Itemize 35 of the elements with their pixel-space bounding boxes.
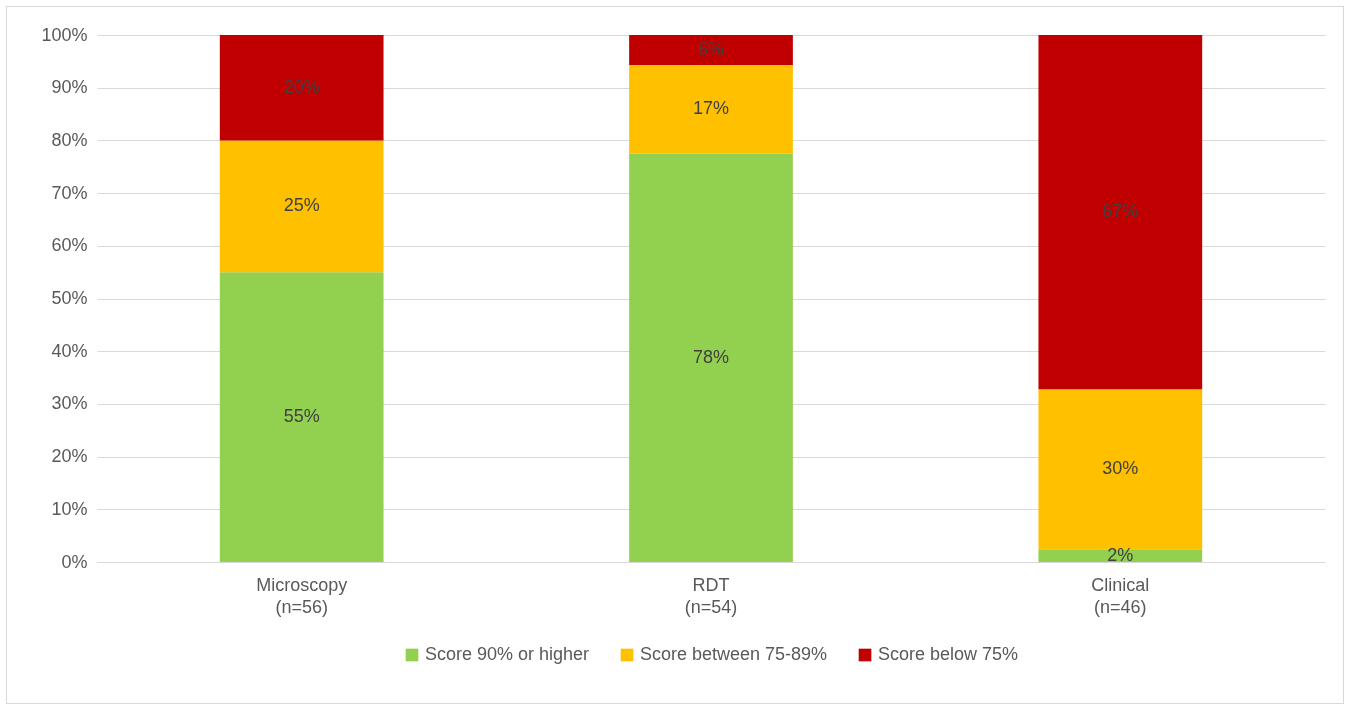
bar [1038,389,1203,550]
x-tick-label: Clinical (n=46) [1091,574,1150,617]
y-tick-label: 40% [51,340,88,361]
bar [629,65,793,154]
data-label: 78% [692,346,730,367]
bar [629,35,793,66]
data-label: 6% [697,39,725,60]
y-tick-label: 50% [51,288,88,308]
bar [219,272,384,562]
data-label: 2% [1107,544,1134,565]
y-tick-label: 20% [51,446,88,467]
legend-label: Score below 75% [878,644,1019,664]
x-tick-label: RDT (n=54) [684,574,738,617]
data-label: 55% [283,406,320,427]
data-label: 25% [283,195,320,216]
bar [219,35,384,141]
data-label: 17% [692,98,730,119]
y-tick-label: 0% [61,551,88,572]
data-label: 67% [1102,201,1139,222]
data-label: 20% [283,76,320,97]
y-tick-label: 80% [51,129,88,150]
y-tick-label: 10% [51,498,88,519]
bar [629,153,793,562]
x-tick-label: Microscopy (n=56) [256,574,348,617]
data-label: 30% [1102,458,1139,479]
legend-label: Score 90% or higher [425,644,590,664]
bar [1038,35,1203,390]
y-tick-label: 60% [51,235,88,256]
bar [1038,549,1203,562]
y-tick-label: 100% [41,24,88,45]
y-tick-label: 90% [51,77,88,98]
y-tick-label: 70% [51,182,88,203]
bar [219,140,384,273]
y-tick-label: 30% [51,393,88,414]
legend-label: Score between 75-89% [640,644,828,664]
